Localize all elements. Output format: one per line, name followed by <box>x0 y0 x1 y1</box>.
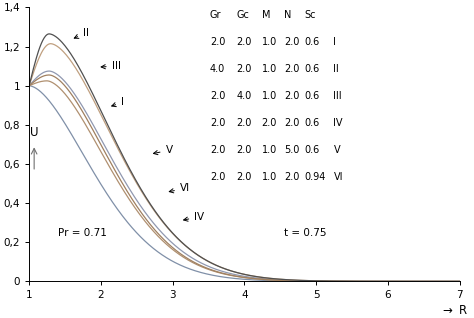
Text: 2.0: 2.0 <box>284 65 299 74</box>
Text: V: V <box>154 145 173 155</box>
Text: 0.6: 0.6 <box>305 145 320 156</box>
Text: II: II <box>333 65 339 74</box>
Text: 1.0: 1.0 <box>262 172 277 183</box>
Text: Pr = 0.71: Pr = 0.71 <box>58 228 107 238</box>
Text: M: M <box>262 10 270 20</box>
Text: 0.6: 0.6 <box>305 91 320 101</box>
Text: 1.0: 1.0 <box>262 65 277 74</box>
Text: III: III <box>101 61 121 71</box>
Text: Gc: Gc <box>237 10 249 20</box>
Text: III: III <box>333 91 342 101</box>
Text: 5.0: 5.0 <box>284 145 299 156</box>
Text: 2.0: 2.0 <box>262 118 277 128</box>
Text: I: I <box>112 97 124 107</box>
Text: 2.0: 2.0 <box>284 91 299 101</box>
Text: IV: IV <box>333 118 343 128</box>
Text: VI: VI <box>169 183 190 193</box>
Text: Sc: Sc <box>305 10 316 20</box>
Text: 4.0: 4.0 <box>237 91 252 101</box>
Text: Gr: Gr <box>210 10 221 20</box>
Text: II: II <box>74 28 89 38</box>
Text: V: V <box>333 145 340 156</box>
Text: $\rightarrow$ R: $\rightarrow$ R <box>440 304 467 317</box>
Text: 2.0: 2.0 <box>210 172 225 183</box>
Text: 0.94: 0.94 <box>305 172 326 183</box>
Text: 2.0: 2.0 <box>210 38 225 47</box>
Text: 1.0: 1.0 <box>262 91 277 101</box>
Text: 1.0: 1.0 <box>262 145 277 156</box>
Text: 2.0: 2.0 <box>210 91 225 101</box>
Text: 2.0: 2.0 <box>237 172 252 183</box>
Text: 2.0: 2.0 <box>237 145 252 156</box>
Text: U: U <box>30 126 38 139</box>
Text: 2.0: 2.0 <box>237 38 252 47</box>
Text: 2.0: 2.0 <box>237 65 252 74</box>
Text: 2.0: 2.0 <box>210 118 225 128</box>
Text: N: N <box>284 10 292 20</box>
Text: 2.0: 2.0 <box>284 118 299 128</box>
Text: 0.6: 0.6 <box>305 118 320 128</box>
Text: 2.0: 2.0 <box>284 172 299 183</box>
Text: I: I <box>333 38 337 47</box>
Text: 0.6: 0.6 <box>305 65 320 74</box>
Text: 2.0: 2.0 <box>237 118 252 128</box>
Text: VI: VI <box>333 172 343 183</box>
Text: 2.0: 2.0 <box>284 38 299 47</box>
Text: IV: IV <box>183 212 204 222</box>
Text: 0.6: 0.6 <box>305 38 320 47</box>
Text: 1.0: 1.0 <box>262 38 277 47</box>
Text: 2.0: 2.0 <box>210 145 225 156</box>
Text: t = 0.75: t = 0.75 <box>284 228 327 238</box>
Text: 4.0: 4.0 <box>210 65 225 74</box>
